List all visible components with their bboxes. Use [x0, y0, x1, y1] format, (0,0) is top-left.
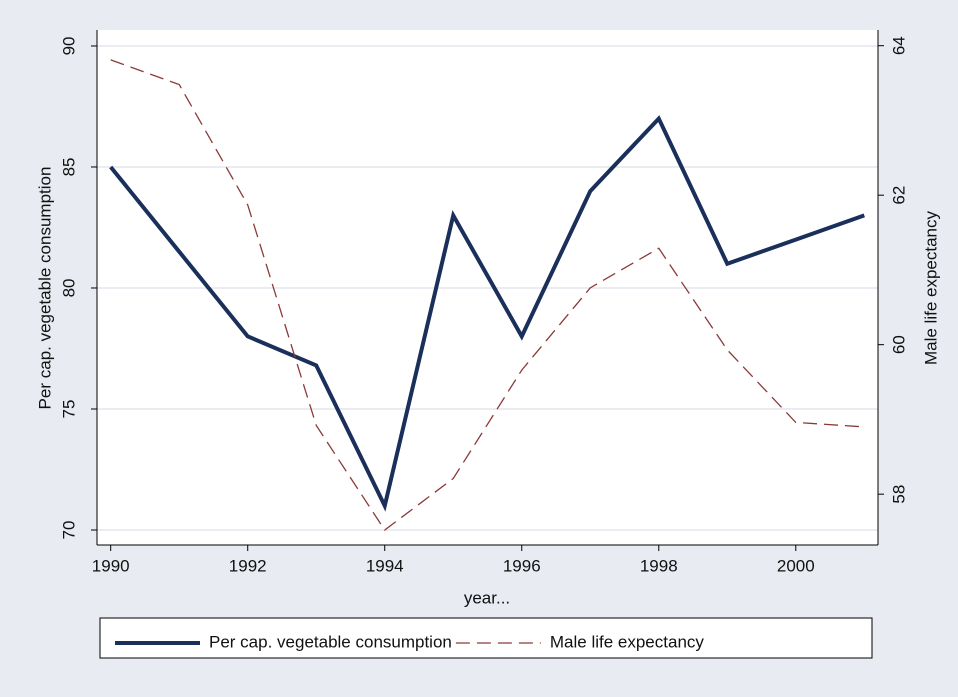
- y2-tick-label: 62: [889, 186, 908, 205]
- y-tick-label: 90: [59, 37, 78, 56]
- y-axis-title: Per cap. vegetable consumption: [35, 167, 54, 410]
- y-tick-label: 75: [59, 400, 78, 419]
- x-tick-label: 1998: [640, 556, 678, 575]
- series-line: [110, 59, 865, 531]
- y2-axis-title: Male life expectancy: [921, 210, 940, 365]
- x-tick-label: 1990: [92, 556, 130, 575]
- y2-tick-label: 64: [889, 36, 908, 55]
- x-tick-label: 2000: [777, 556, 815, 575]
- y2-tick-label: 58: [889, 485, 908, 504]
- y-tick-label: 70: [59, 521, 78, 540]
- series-line: [109, 115, 865, 512]
- legend-label: Per cap. vegetable consumption: [209, 632, 452, 651]
- y-tick-label: 80: [59, 279, 78, 298]
- y-tick-label: 85: [59, 158, 78, 177]
- y2-tick-label: 60: [889, 335, 908, 354]
- legend-label: Male life expectancy: [550, 632, 705, 651]
- legend: [99, 617, 873, 659]
- x-tick-label: 1992: [229, 556, 267, 575]
- x-tick-label: 1994: [366, 556, 404, 575]
- x-axis-title: year...: [464, 588, 510, 607]
- x-tick-label: 1996: [503, 556, 541, 575]
